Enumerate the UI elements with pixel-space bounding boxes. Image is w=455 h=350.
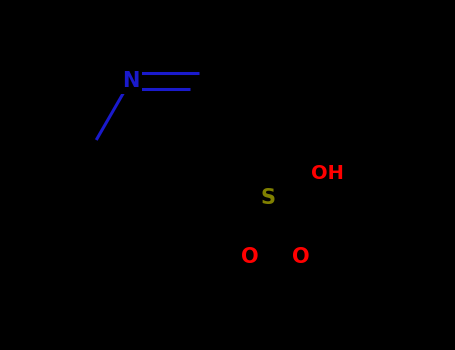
Text: O: O [242,247,259,267]
Text: OH: OH [312,164,344,183]
Text: O: O [292,247,310,267]
Text: N: N [121,71,139,91]
Text: S: S [260,188,275,208]
